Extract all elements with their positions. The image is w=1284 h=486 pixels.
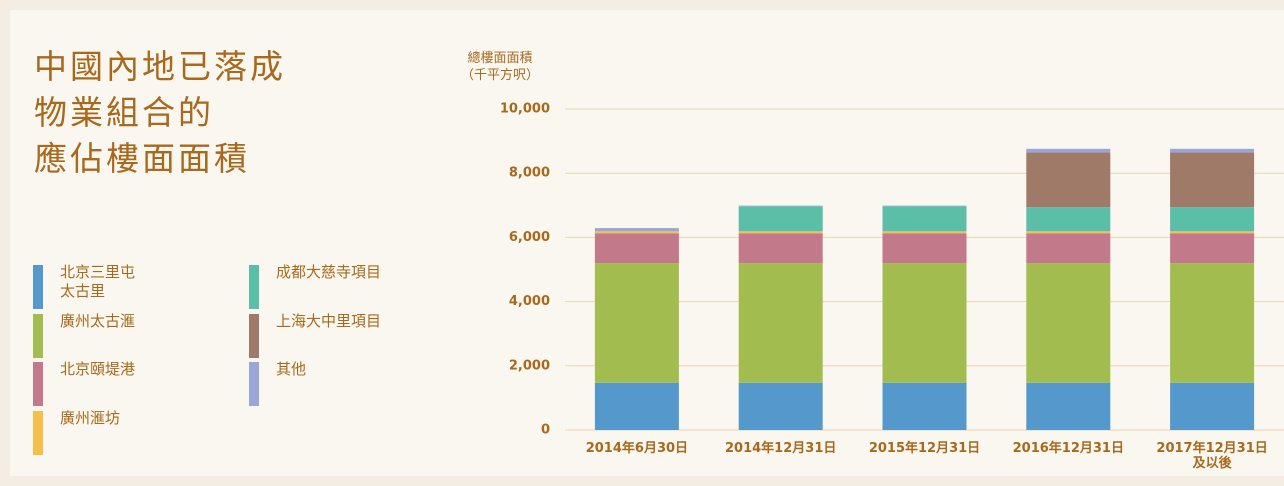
bar-segment bbox=[1170, 231, 1255, 234]
bar-segment bbox=[738, 205, 823, 207]
bar-segment bbox=[738, 382, 823, 430]
bar-segment bbox=[882, 263, 967, 383]
y-axis-label: 總樓面面積 （千平方呎） bbox=[460, 51, 539, 83]
bar-segment bbox=[594, 228, 679, 232]
legend-label: 上海大中里項目 bbox=[276, 311, 382, 330]
bar-segment bbox=[1026, 382, 1111, 430]
bar-segment bbox=[1026, 233, 1111, 264]
bar-segment bbox=[1026, 207, 1111, 232]
bar-segment bbox=[882, 233, 967, 264]
bar-segment bbox=[1170, 263, 1255, 383]
x-tick-label: 2015年12月31日 bbox=[868, 441, 981, 456]
bar-segment bbox=[738, 233, 823, 264]
legend-label: 北京三里屯 太古里 bbox=[60, 263, 136, 300]
legend-swatch bbox=[249, 362, 259, 406]
bar-segment bbox=[1026, 263, 1111, 383]
legend-label: 成都大慈寺項目 bbox=[276, 263, 382, 281]
chart-title: 中國內地已落成 物業組合的 應佔樓面面積 bbox=[34, 47, 286, 178]
legend-label: 廣州滙坊 bbox=[60, 408, 121, 427]
legend-swatch bbox=[33, 410, 43, 455]
bar-segment bbox=[882, 206, 967, 232]
legend-swatch bbox=[33, 362, 43, 406]
x-tick-label: 2016年12月31日 bbox=[1012, 441, 1124, 456]
bar-segment bbox=[1026, 148, 1111, 153]
legend-swatch bbox=[249, 265, 259, 309]
y-tick-label: 10,000 bbox=[500, 102, 550, 117]
legend-swatch bbox=[249, 313, 259, 358]
x-tick-label: 2014年12月31日 bbox=[725, 441, 837, 456]
legend-label: 廣州太古滙 bbox=[60, 311, 136, 330]
bar-segment bbox=[1170, 233, 1255, 264]
legend-label: 北京頤堤港 bbox=[60, 360, 136, 378]
bar-segment bbox=[1170, 382, 1255, 430]
legend-swatch bbox=[33, 313, 43, 358]
x-tick-label: 2017年12月31日 及以後 bbox=[1156, 441, 1268, 471]
bar-segment bbox=[594, 382, 679, 430]
y-tick-label: 8,000 bbox=[509, 166, 550, 181]
legend-label: 其他 bbox=[276, 360, 307, 378]
bar-segment bbox=[1170, 152, 1255, 208]
bar-segment bbox=[882, 382, 967, 430]
bar-segment bbox=[594, 231, 679, 234]
bar-segment bbox=[882, 231, 967, 234]
bar-segment bbox=[594, 233, 679, 264]
bar-segment bbox=[594, 263, 679, 383]
bar-segment bbox=[738, 263, 823, 383]
bar-segment bbox=[738, 231, 823, 234]
bar-segment bbox=[1170, 148, 1255, 153]
y-tick-label: 6,000 bbox=[509, 230, 550, 245]
y-tick-label: 0 bbox=[541, 423, 550, 438]
bar-segment bbox=[1026, 152, 1111, 208]
y-tick-label: 2,000 bbox=[509, 358, 550, 373]
legend-swatch bbox=[33, 265, 43, 309]
bar-segment bbox=[738, 206, 823, 232]
x-tick-label: 2014年6月30日 bbox=[585, 441, 689, 456]
bar-segment bbox=[1170, 207, 1255, 232]
bar-segment bbox=[882, 205, 967, 207]
y-tick-label: 4,000 bbox=[509, 294, 550, 309]
bar-segment bbox=[1026, 231, 1111, 234]
